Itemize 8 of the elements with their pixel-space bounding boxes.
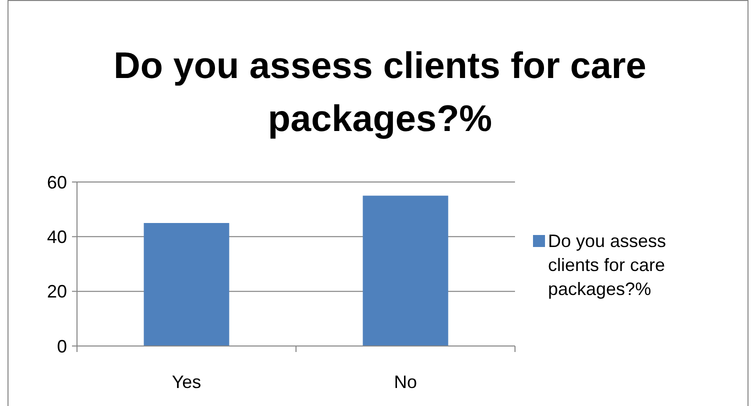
y-tick-label: 40 (46, 226, 67, 247)
y-tick-label: 0 (56, 336, 67, 356)
y-tick-label: 20 (46, 282, 67, 302)
chart-title: Do you assess clients for care packages?% (114, 45, 646, 139)
y-tick-label: 60 (46, 172, 67, 192)
legend-label: Do you assess clients for care packages?% (548, 231, 666, 299)
x-tick-label: Yes (172, 372, 202, 392)
x-tick-label: No (394, 372, 418, 392)
